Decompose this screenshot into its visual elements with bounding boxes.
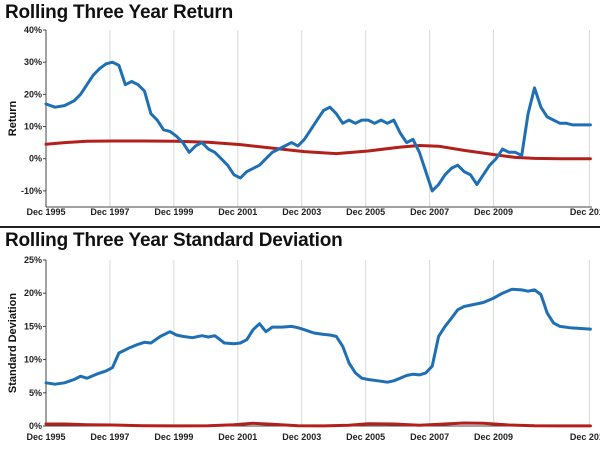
x-tick-label: Dec 1995 xyxy=(26,207,65,217)
x-tick-label: Dec 2009 xyxy=(474,432,513,442)
std-dev-chart: 25% 20% 15% 10% 5% 0%Dec 1995 Dec 1997 Dec 1999… xyxy=(7,255,600,442)
x-tick-label: Dec 2007 xyxy=(410,432,449,442)
x-tick-label: Dec 1999 xyxy=(154,432,193,442)
x-tick-label: Dec 1995 xyxy=(26,432,65,442)
return-chart: 40% 30% 20% 10% 0% -10% Dec 1995 Dec 1997 Dec 19… xyxy=(7,25,600,217)
x-tick-label: Dec 2007 xyxy=(410,207,449,217)
y-tick-label: 10% xyxy=(24,355,42,365)
std-dev-chart-panel: Rolling Three Year Standard Deviation 25… xyxy=(0,226,600,452)
x-tick-label: Dec 2001 xyxy=(218,207,257,217)
x-tick-label: Dec 2009 xyxy=(474,207,513,217)
x-tick-label: Dec 2005 xyxy=(346,207,385,217)
chart-title: Rolling Three Year Return xyxy=(5,2,233,23)
x-tick-label: Dec 2001 xyxy=(218,432,257,442)
series-line xyxy=(44,421,592,428)
y-tick-label: 20% xyxy=(24,89,42,99)
x-tick-label: Dec 2003 xyxy=(282,432,321,442)
y-tick-label: 40% xyxy=(24,25,42,35)
y-tick-label: 20% xyxy=(24,288,42,298)
x-tick-label: Dec 2012 xyxy=(570,207,600,217)
y-tick-label: 15% xyxy=(24,321,42,331)
y-axis-label: Standard Deviation xyxy=(7,293,19,394)
return-chart-panel: Rolling Three Year Return 40% 30% 20% 10% 0%… xyxy=(5,2,600,217)
series-line xyxy=(44,60,592,193)
x-tick-label: Dec 1999 xyxy=(154,207,193,217)
chart-title: Rolling Three Year Standard Deviation xyxy=(5,230,343,251)
y-tick-label: 25% xyxy=(24,255,42,265)
y-axis-label: Return xyxy=(7,101,19,137)
series-line xyxy=(44,139,592,161)
x-tick-label: Dec 1997 xyxy=(90,432,129,442)
series-line xyxy=(44,287,592,386)
x-tick-label: Dec 2003 xyxy=(282,207,321,217)
y-tick-label: 5% xyxy=(29,388,42,398)
y-tick-label: 30% xyxy=(24,57,42,67)
x-tick-label: Dec 1997 xyxy=(90,207,129,217)
y-tick-label: 0% xyxy=(29,154,42,164)
y-tick-label: -10% xyxy=(21,186,42,196)
y-tick-label: 0% xyxy=(29,421,42,431)
x-tick-label: Dec 2012 xyxy=(570,432,600,442)
x-tick-label: Dec 2005 xyxy=(346,432,385,442)
y-tick-label: 10% xyxy=(24,122,42,132)
